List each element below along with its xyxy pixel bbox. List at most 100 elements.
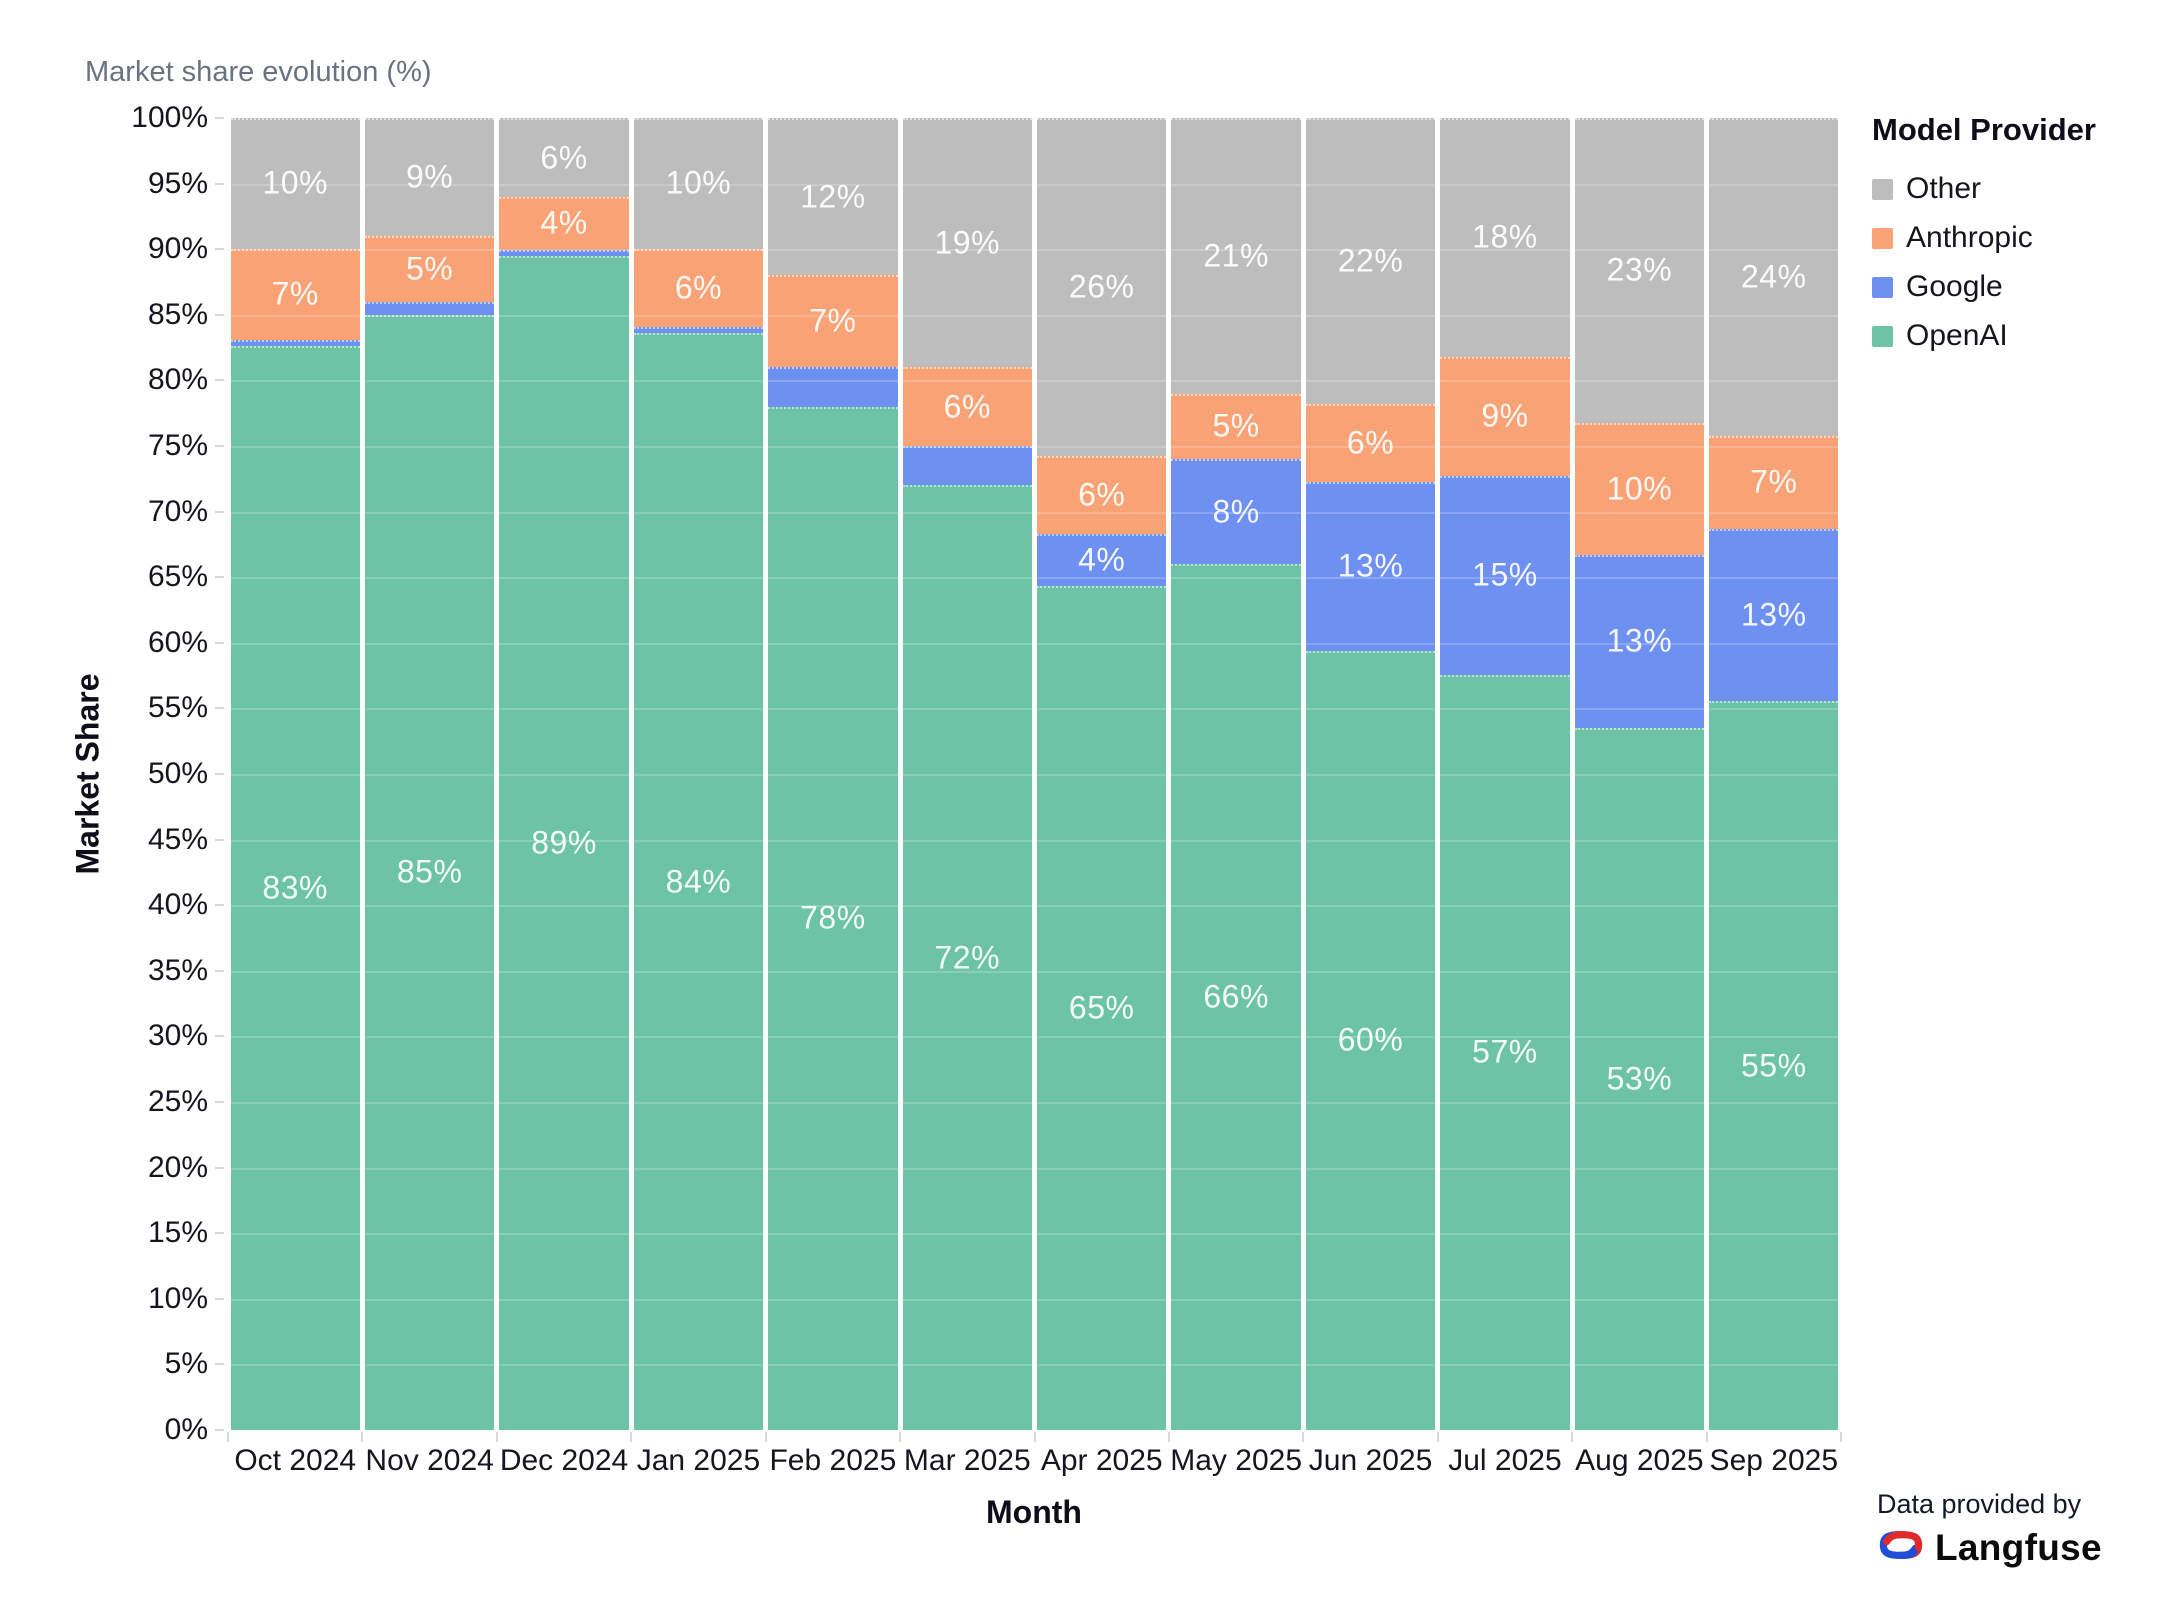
bar-segment-anthropic bbox=[230, 248, 360, 340]
y-tick-label: 60% bbox=[147, 625, 208, 659]
y-tick-mark bbox=[215, 773, 224, 775]
bar-segment-anthropic bbox=[1574, 422, 1705, 556]
gridline bbox=[228, 839, 1841, 842]
gridline bbox=[228, 1298, 1841, 1301]
legend-label: Anthropic bbox=[1906, 221, 2033, 254]
y-tick-label: 40% bbox=[147, 888, 208, 922]
bar-segment-google bbox=[768, 367, 898, 407]
y-tick-label: 0% bbox=[164, 1413, 208, 1446]
y-tick-mark bbox=[215, 1297, 224, 1300]
bar-segment-value: 23% bbox=[1606, 251, 1673, 288]
y-tick-mark bbox=[215, 510, 224, 513]
y-tick-mark bbox=[215, 838, 224, 841]
bar-segment-value: 9% bbox=[406, 158, 454, 195]
gridline bbox=[228, 314, 1841, 317]
x-tick-mark bbox=[1167, 1432, 1170, 1442]
x-tick-mark bbox=[1033, 1432, 1036, 1442]
x-tick-mark bbox=[1840, 1432, 1842, 1442]
bar-segment-other bbox=[364, 118, 495, 237]
legend-label: OpenAI bbox=[1906, 319, 2008, 352]
bar-segment-value: 18% bbox=[1472, 218, 1538, 255]
anthropic-swatch-icon bbox=[1872, 227, 1893, 249]
bar-segment-value: 12% bbox=[800, 178, 866, 215]
bar-segment-value: 7% bbox=[271, 275, 319, 312]
bar-segment-anthropic bbox=[902, 367, 1032, 446]
y-tick-label: 85% bbox=[147, 297, 208, 331]
bar-segment-openai bbox=[1709, 701, 1839, 1430]
bar-segment-value: 84% bbox=[665, 863, 732, 900]
legend-label: Google bbox=[1906, 270, 2003, 303]
langfuse-logo-icon bbox=[1877, 1526, 1925, 1569]
y-tick-label: 80% bbox=[147, 363, 208, 397]
bar-segment-google bbox=[364, 301, 495, 315]
x-tick-label: Apr 2025 bbox=[1040, 1444, 1163, 1477]
gridline bbox=[228, 577, 1841, 580]
brand-name: Langfuse bbox=[1935, 1526, 2102, 1568]
y-tick-mark bbox=[215, 445, 224, 447]
y-tick-label: 45% bbox=[147, 822, 208, 856]
bar-segment-value: 4% bbox=[540, 204, 588, 241]
bar-segment-anthropic bbox=[1440, 356, 1570, 476]
gridline bbox=[228, 1167, 1841, 1170]
bar-segment-openai bbox=[1440, 674, 1570, 1430]
legend-item-google: Google bbox=[1872, 270, 2096, 304]
bar-segment-value: 53% bbox=[1606, 1060, 1673, 1097]
y-tick-label: 75% bbox=[147, 429, 208, 462]
y-tick-mark bbox=[215, 641, 224, 644]
y-tick-label: 25% bbox=[147, 1085, 208, 1118]
bar-segment-value: 9% bbox=[1481, 397, 1529, 434]
bar-segment-openai bbox=[902, 485, 1032, 1430]
bar-segment-value: 15% bbox=[1472, 556, 1538, 593]
y-tick-label: 95% bbox=[147, 166, 208, 200]
bar-segment-anthropic bbox=[768, 275, 898, 368]
bar-segment-value: 26% bbox=[1068, 268, 1135, 305]
bar-segment-value: 8% bbox=[1212, 493, 1260, 530]
x-tick-mark bbox=[1705, 1432, 1708, 1442]
x-tick-mark bbox=[630, 1432, 633, 1442]
x-tick-mark bbox=[361, 1432, 364, 1442]
bar-segment-value: 6% bbox=[1346, 424, 1395, 461]
bar-segment-openai bbox=[1305, 650, 1436, 1430]
bar-segment-value: 60% bbox=[1337, 1021, 1404, 1058]
x-tick-label: Jul 2025 bbox=[1448, 1444, 1562, 1477]
legend-label: Other bbox=[1906, 172, 1982, 205]
y-tick-mark bbox=[215, 1363, 224, 1366]
google-swatch-icon bbox=[1872, 276, 1893, 298]
bar-segment-value: 22% bbox=[1337, 242, 1404, 279]
bar-segment-openai bbox=[1171, 564, 1301, 1430]
bar-segment-other bbox=[1171, 118, 1301, 394]
y-tick-mark bbox=[215, 1429, 224, 1431]
y-tick-mark bbox=[215, 969, 224, 972]
y-tick-label: 15% bbox=[147, 1216, 208, 1250]
x-tick-label: Sep 2025 bbox=[1709, 1444, 1839, 1477]
bar-segment-google bbox=[902, 446, 1032, 486]
bar-segment-value: 19% bbox=[934, 224, 1001, 261]
y-tick-label: 90% bbox=[147, 232, 208, 266]
x-tick-mark bbox=[764, 1432, 767, 1442]
bar-segment-value: 24% bbox=[1741, 258, 1807, 295]
x-tick-label: Jun 2025 bbox=[1308, 1444, 1433, 1477]
bar-segment-openai bbox=[768, 406, 898, 1430]
bar-segment-anthropic bbox=[633, 248, 764, 327]
gridline bbox=[228, 183, 1841, 186]
gridline bbox=[228, 380, 1841, 383]
bar-segment-value: 89% bbox=[531, 824, 597, 861]
bar-segment-value: 55% bbox=[1741, 1047, 1807, 1084]
gridline bbox=[228, 1364, 1841, 1367]
bar-segment-value: 13% bbox=[1606, 622, 1673, 659]
bar-segment-google bbox=[230, 339, 360, 347]
y-tick-label: 65% bbox=[147, 560, 208, 594]
x-tick-mark bbox=[495, 1432, 498, 1442]
gridline bbox=[228, 905, 1841, 908]
bar-segment-value: 10% bbox=[1606, 470, 1673, 507]
x-tick-label: Dec 2024 bbox=[499, 1444, 629, 1477]
bar-segment-openai bbox=[364, 314, 495, 1430]
bar-segment-google bbox=[1574, 555, 1705, 728]
x-tick-label: Mar 2025 bbox=[903, 1444, 1031, 1477]
bar-segment-value: 10% bbox=[262, 164, 328, 201]
legend-items: Other Anthropic Google OpenAI bbox=[1872, 172, 2096, 353]
brand-row: Langfuse bbox=[1877, 1526, 2102, 1569]
y-tick-label: 70% bbox=[147, 494, 208, 528]
bar-segment-value: 83% bbox=[262, 869, 328, 906]
y-tick-label: 55% bbox=[147, 691, 208, 725]
